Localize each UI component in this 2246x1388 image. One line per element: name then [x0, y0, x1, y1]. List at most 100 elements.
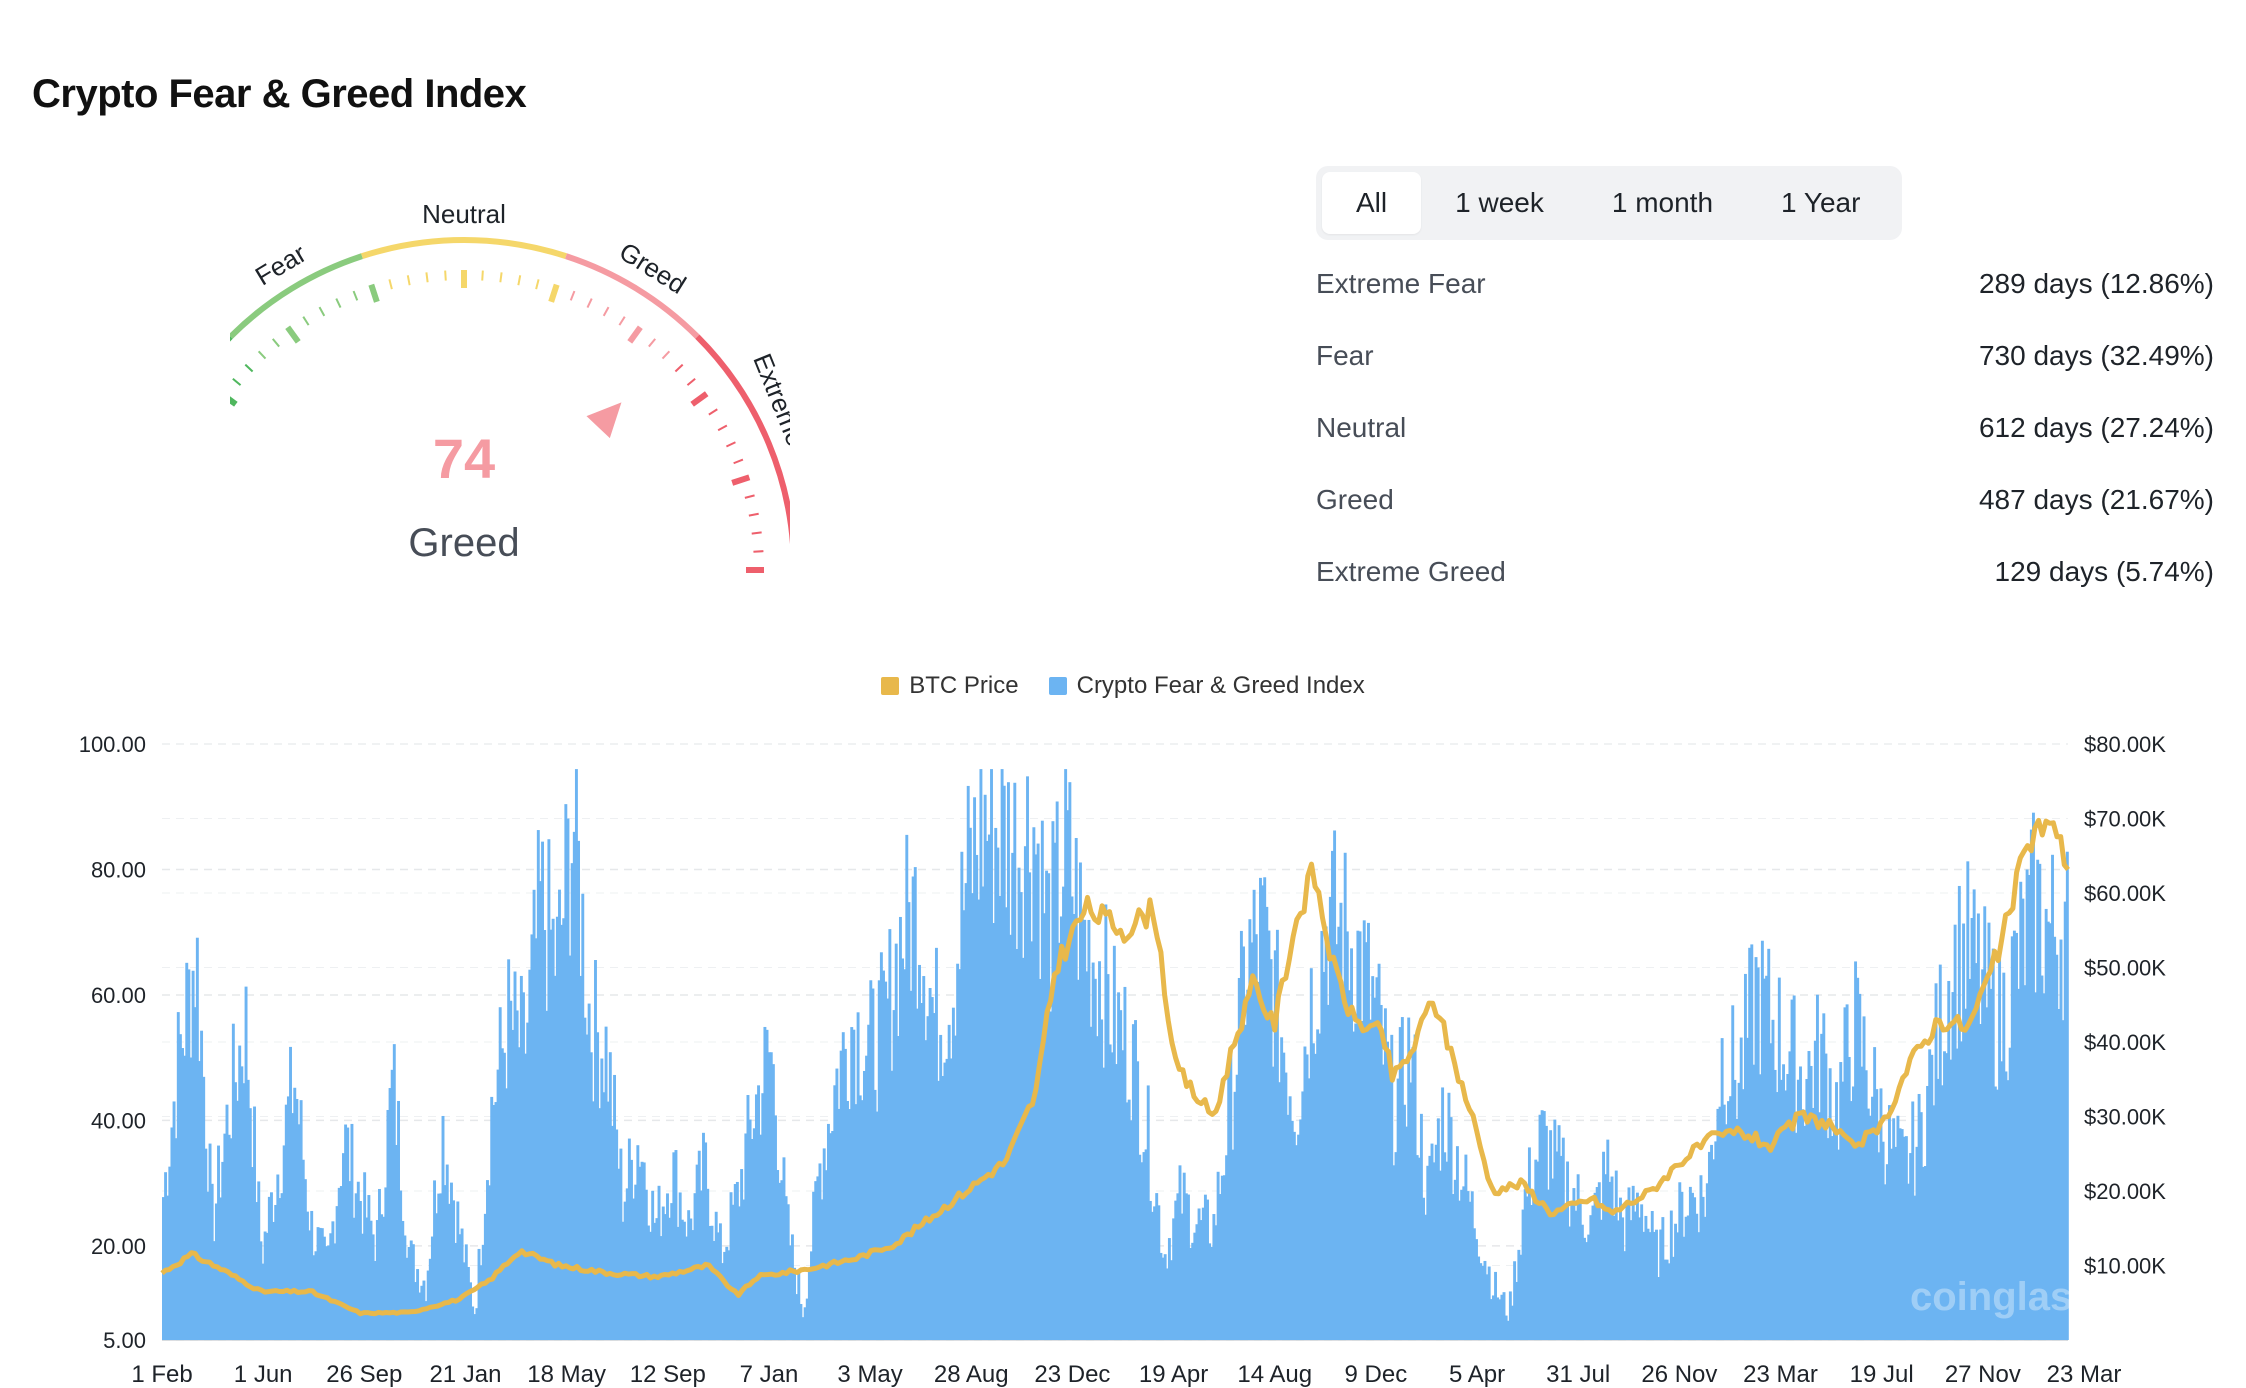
index-bar — [1676, 1232, 1680, 1340]
index-bar — [1972, 889, 1976, 1340]
tab-1-week[interactable]: 1 week — [1455, 187, 1544, 218]
index-bar — [441, 1115, 445, 1340]
index-bar — [2025, 869, 2029, 1340]
index-bar — [1866, 1108, 1870, 1340]
index-bar — [1481, 1265, 1485, 1340]
index-bar — [911, 876, 915, 1340]
y-axis-right: $10.00K $20.00K $30.00K $40.00K $50.00K $60.0… — [2084, 732, 2166, 1279]
x-tick-label: 3 May — [837, 1361, 902, 1388]
index-bar — [244, 986, 248, 1340]
index-bar — [1979, 1024, 1982, 1340]
index-bar — [2036, 859, 2040, 1340]
index-bar — [1405, 1126, 1409, 1340]
index-bar — [1208, 1243, 1212, 1340]
index-bar — [1379, 1004, 1383, 1340]
index-bar — [1047, 873, 1051, 1340]
index-bar — [1314, 1053, 1317, 1340]
index-bar — [685, 1236, 689, 1340]
index-bar — [1032, 827, 1036, 1340]
index-bar — [920, 1003, 924, 1340]
index-bar — [1153, 1206, 1157, 1340]
index-bar — [1265, 906, 1269, 1340]
index-bar — [435, 1213, 439, 1340]
index-bar — [513, 971, 517, 1340]
index-bar — [1633, 1211, 1637, 1340]
index-bar — [1570, 1203, 1574, 1340]
gauge-tick — [444, 270, 447, 281]
index-bar — [553, 975, 557, 1340]
index-bar — [1657, 1277, 1661, 1340]
index-bar — [585, 1034, 589, 1340]
index-bar — [471, 1306, 475, 1340]
index-bar — [486, 1180, 489, 1340]
index-bar — [1163, 1254, 1167, 1340]
index-bar — [721, 1263, 725, 1340]
index-bar — [1796, 1079, 1800, 1340]
index-bar — [308, 1230, 312, 1340]
index-bar — [346, 1127, 350, 1340]
index-bar — [534, 938, 538, 1340]
index-bar — [810, 1251, 813, 1340]
index-bar — [1830, 1136, 1834, 1340]
index-bar — [339, 1186, 343, 1340]
index-bar — [289, 1046, 292, 1340]
gauge-label-neutral: Neutral — [422, 199, 506, 229]
index-bar — [1250, 942, 1254, 1340]
index-bar — [367, 1195, 371, 1340]
index-bar — [752, 1128, 756, 1340]
x-tick-label: 14 Aug — [1237, 1361, 1312, 1388]
index-bar — [1341, 1001, 1345, 1340]
index-bar — [1453, 1179, 1457, 1340]
index-bar — [1968, 978, 1972, 1340]
index-bar — [2004, 1071, 2008, 1340]
index-bar — [754, 1094, 758, 1340]
index-bar — [409, 1240, 413, 1340]
y-right-tick-label: $50.00K — [2084, 956, 2166, 981]
index-bar — [1184, 1193, 1188, 1340]
tab-all[interactable]: All — [1322, 172, 1422, 234]
index-bar — [939, 1034, 943, 1340]
index-bar — [712, 1240, 716, 1340]
index-bar — [2065, 851, 2069, 1340]
index-bar — [337, 1187, 341, 1340]
index-bar — [761, 1093, 765, 1340]
stat-row-fear: Fear 730 days (32.49%) — [1316, 340, 2214, 412]
index-bar — [1544, 1125, 1548, 1340]
index-bar — [1301, 1091, 1305, 1340]
tab-1-year[interactable]: 1 Year — [1781, 187, 1861, 218]
index-bar — [695, 1164, 699, 1340]
index-bar — [716, 1232, 720, 1340]
index-bar — [1233, 1091, 1237, 1340]
index-bar — [1212, 1214, 1216, 1340]
index-bar — [2023, 985, 2027, 1340]
index-bar — [1072, 914, 1076, 1340]
index-bar — [1815, 994, 1819, 1340]
index-bar — [303, 1179, 307, 1340]
index-bar — [217, 1145, 220, 1340]
gauge-tick — [602, 306, 610, 317]
index-bar — [873, 1089, 877, 1340]
tab-1-month[interactable]: 1 month — [1611, 187, 1714, 218]
index-bar — [189, 1057, 193, 1340]
index-bar — [1970, 917, 1974, 1340]
index-bar — [1375, 977, 1379, 1340]
index-bar — [2061, 1020, 2065, 1340]
index-bar — [1900, 1129, 1904, 1340]
index-bar — [541, 841, 544, 1340]
index-bar — [846, 1100, 849, 1340]
index-bar — [1515, 1281, 1519, 1340]
stat-row-neutral: Neutral 612 days (27.24%) — [1316, 412, 2214, 484]
legend-item-fear-greed-index[interactable]: Crypto Fear & Greed Index — [1048, 672, 1365, 700]
index-bar — [481, 1244, 485, 1340]
index-bar — [1892, 1118, 1896, 1340]
legend-item-btc-price[interactable]: BTC Price — [881, 672, 1019, 700]
index-bar — [1818, 1112, 1822, 1340]
index-bar — [714, 1211, 718, 1340]
index-bar — [748, 1119, 752, 1340]
index-bar — [447, 1203, 451, 1340]
index-bar — [1053, 842, 1057, 1340]
index-bar — [1635, 1192, 1639, 1340]
stat-label: Extreme Greed — [1316, 556, 1506, 587]
index-bar — [574, 769, 578, 1340]
index-bar — [1263, 877, 1267, 1340]
